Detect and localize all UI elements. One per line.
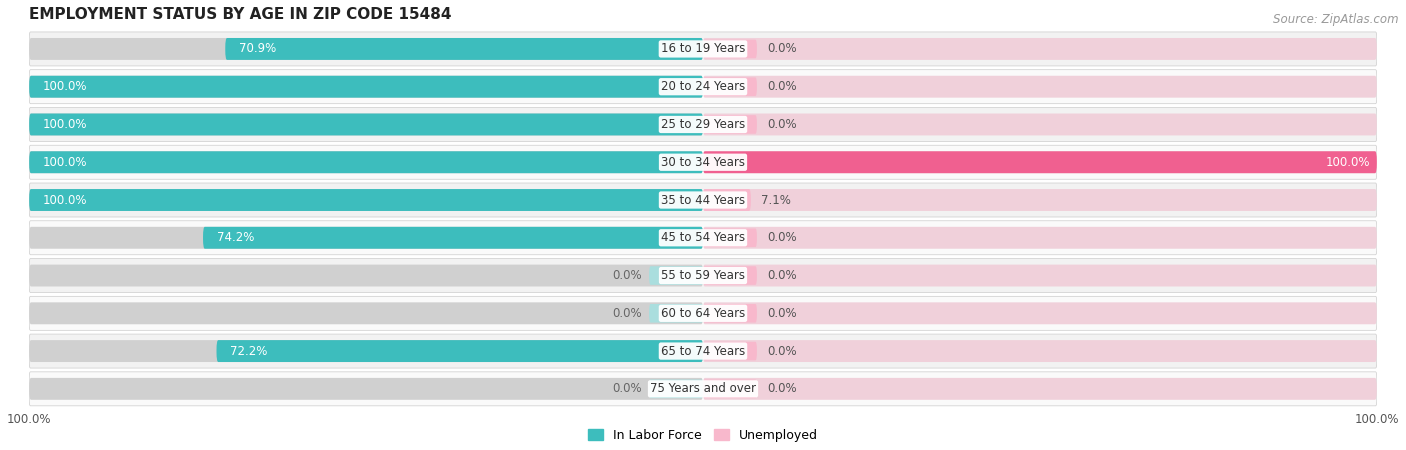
Text: EMPLOYMENT STATUS BY AGE IN ZIP CODE 15484: EMPLOYMENT STATUS BY AGE IN ZIP CODE 154… xyxy=(30,7,451,22)
FancyBboxPatch shape xyxy=(30,108,1376,141)
Text: 100.0%: 100.0% xyxy=(42,194,87,207)
Text: 100.0%: 100.0% xyxy=(42,156,87,169)
FancyBboxPatch shape xyxy=(30,378,703,400)
FancyBboxPatch shape xyxy=(30,76,703,98)
Text: 75 Years and over: 75 Years and over xyxy=(650,382,756,396)
FancyBboxPatch shape xyxy=(650,304,703,323)
Text: 100.0%: 100.0% xyxy=(42,80,87,93)
FancyBboxPatch shape xyxy=(30,113,703,135)
FancyBboxPatch shape xyxy=(30,151,703,173)
Text: 0.0%: 0.0% xyxy=(613,382,643,396)
FancyBboxPatch shape xyxy=(703,189,751,211)
FancyBboxPatch shape xyxy=(217,340,703,362)
Text: 45 to 54 Years: 45 to 54 Years xyxy=(661,231,745,244)
Text: 0.0%: 0.0% xyxy=(613,269,643,282)
FancyBboxPatch shape xyxy=(703,304,756,323)
Text: 0.0%: 0.0% xyxy=(768,307,797,320)
Text: 0.0%: 0.0% xyxy=(768,382,797,396)
FancyBboxPatch shape xyxy=(703,77,756,96)
FancyBboxPatch shape xyxy=(703,151,1376,173)
FancyBboxPatch shape xyxy=(30,145,1376,179)
Legend: In Labor Force, Unemployed: In Labor Force, Unemployed xyxy=(583,424,823,447)
FancyBboxPatch shape xyxy=(30,302,703,324)
Text: 74.2%: 74.2% xyxy=(217,231,254,244)
FancyBboxPatch shape xyxy=(703,227,1376,249)
FancyBboxPatch shape xyxy=(30,265,703,287)
FancyBboxPatch shape xyxy=(703,229,756,247)
FancyBboxPatch shape xyxy=(30,221,1376,255)
Text: 0.0%: 0.0% xyxy=(768,80,797,93)
FancyBboxPatch shape xyxy=(30,151,703,173)
Text: 70.9%: 70.9% xyxy=(239,42,276,55)
Text: 0.0%: 0.0% xyxy=(768,345,797,358)
FancyBboxPatch shape xyxy=(703,40,756,58)
FancyBboxPatch shape xyxy=(703,266,756,285)
Text: 16 to 19 Years: 16 to 19 Years xyxy=(661,42,745,55)
FancyBboxPatch shape xyxy=(30,38,703,60)
FancyBboxPatch shape xyxy=(703,265,1376,287)
FancyBboxPatch shape xyxy=(650,379,703,398)
FancyBboxPatch shape xyxy=(225,38,703,60)
FancyBboxPatch shape xyxy=(30,113,703,135)
FancyBboxPatch shape xyxy=(30,70,1376,104)
FancyBboxPatch shape xyxy=(703,189,1376,211)
Text: 72.2%: 72.2% xyxy=(231,345,267,358)
Text: Source: ZipAtlas.com: Source: ZipAtlas.com xyxy=(1274,14,1399,27)
FancyBboxPatch shape xyxy=(703,379,756,398)
Text: 0.0%: 0.0% xyxy=(768,118,797,131)
FancyBboxPatch shape xyxy=(30,189,703,211)
Text: 55 to 59 Years: 55 to 59 Years xyxy=(661,269,745,282)
FancyBboxPatch shape xyxy=(703,113,1376,135)
FancyBboxPatch shape xyxy=(30,259,1376,292)
FancyBboxPatch shape xyxy=(30,189,703,211)
FancyBboxPatch shape xyxy=(703,151,1376,173)
FancyBboxPatch shape xyxy=(703,115,756,134)
FancyBboxPatch shape xyxy=(703,340,1376,362)
FancyBboxPatch shape xyxy=(703,76,1376,98)
FancyBboxPatch shape xyxy=(30,227,703,249)
FancyBboxPatch shape xyxy=(30,334,1376,368)
FancyBboxPatch shape xyxy=(30,76,703,98)
FancyBboxPatch shape xyxy=(30,340,703,362)
Text: 100.0%: 100.0% xyxy=(1326,156,1369,169)
FancyBboxPatch shape xyxy=(650,266,703,285)
Text: 65 to 74 Years: 65 to 74 Years xyxy=(661,345,745,358)
FancyBboxPatch shape xyxy=(703,342,756,360)
Text: 35 to 44 Years: 35 to 44 Years xyxy=(661,194,745,207)
FancyBboxPatch shape xyxy=(703,38,1376,60)
Text: 7.1%: 7.1% xyxy=(761,194,790,207)
FancyBboxPatch shape xyxy=(703,378,1376,400)
Text: 20 to 24 Years: 20 to 24 Years xyxy=(661,80,745,93)
Text: 25 to 29 Years: 25 to 29 Years xyxy=(661,118,745,131)
Text: 0.0%: 0.0% xyxy=(768,231,797,244)
FancyBboxPatch shape xyxy=(30,372,1376,406)
FancyBboxPatch shape xyxy=(703,302,1376,324)
Text: 100.0%: 100.0% xyxy=(42,118,87,131)
Text: 0.0%: 0.0% xyxy=(613,307,643,320)
FancyBboxPatch shape xyxy=(202,227,703,249)
FancyBboxPatch shape xyxy=(30,183,1376,217)
Text: 0.0%: 0.0% xyxy=(768,42,797,55)
Text: 30 to 34 Years: 30 to 34 Years xyxy=(661,156,745,169)
Text: 60 to 64 Years: 60 to 64 Years xyxy=(661,307,745,320)
Text: 0.0%: 0.0% xyxy=(768,269,797,282)
FancyBboxPatch shape xyxy=(30,32,1376,66)
FancyBboxPatch shape xyxy=(30,296,1376,330)
